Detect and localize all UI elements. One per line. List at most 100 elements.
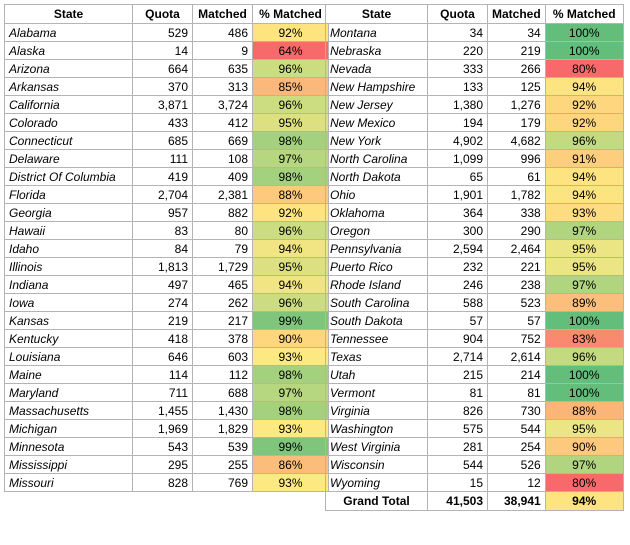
matched-cell[interactable]: 217: [192, 311, 253, 330]
quota-cell[interactable]: 826: [427, 401, 488, 420]
matched-cell[interactable]: 262: [192, 293, 253, 312]
state-cell[interactable]: Montana: [325, 23, 428, 42]
matched-cell[interactable]: 12: [487, 473, 546, 492]
quota-cell[interactable]: 14: [132, 41, 193, 60]
pct-matched-cell[interactable]: 94%: [252, 275, 329, 294]
state-cell[interactable]: Nebraska: [325, 41, 428, 60]
matched-cell[interactable]: 61: [487, 167, 546, 186]
quota-cell[interactable]: 232: [427, 257, 488, 276]
matched-cell[interactable]: 179: [487, 113, 546, 132]
state-cell[interactable]: Alabama: [4, 23, 133, 42]
pct-matched-cell[interactable]: 89%: [544, 293, 624, 312]
grand-total-pct[interactable]: 94%: [544, 491, 624, 511]
pct-matched-cell[interactable]: 100%: [544, 365, 624, 384]
matched-cell[interactable]: 266: [487, 59, 546, 78]
quota-cell[interactable]: 1,969: [132, 419, 193, 438]
state-cell[interactable]: Indiana: [4, 275, 133, 294]
header-pct-matched[interactable]: % Matched: [544, 4, 624, 24]
matched-cell[interactable]: 57: [487, 311, 546, 330]
quota-cell[interactable]: 281: [427, 437, 488, 456]
pct-matched-cell[interactable]: 97%: [544, 221, 624, 240]
state-cell[interactable]: Texas: [325, 347, 428, 366]
quota-cell[interactable]: 133: [427, 77, 488, 96]
quota-cell[interactable]: 904: [427, 329, 488, 348]
state-cell[interactable]: Alaska: [4, 41, 133, 60]
matched-cell[interactable]: 688: [192, 383, 253, 402]
state-cell[interactable]: Missouri: [4, 473, 133, 492]
state-cell[interactable]: Georgia: [4, 203, 133, 222]
pct-matched-cell[interactable]: 92%: [544, 113, 624, 132]
matched-cell[interactable]: 378: [192, 329, 253, 348]
matched-cell[interactable]: 219: [487, 41, 546, 60]
pct-matched-cell[interactable]: 85%: [252, 77, 329, 96]
pct-matched-cell[interactable]: 98%: [252, 401, 329, 420]
pct-matched-cell[interactable]: 94%: [544, 77, 624, 96]
header-quota[interactable]: Quota: [427, 4, 488, 24]
matched-cell[interactable]: 2,614: [487, 347, 546, 366]
state-cell[interactable]: Kansas: [4, 311, 133, 330]
pct-matched-cell[interactable]: 97%: [252, 383, 329, 402]
grand-total-matched[interactable]: 38,941: [487, 491, 546, 511]
state-cell[interactable]: Kentucky: [4, 329, 133, 348]
pct-matched-cell[interactable]: 94%: [544, 185, 624, 204]
state-cell[interactable]: Utah: [325, 365, 428, 384]
header-state[interactable]: State: [4, 4, 133, 24]
matched-cell[interactable]: 752: [487, 329, 546, 348]
matched-cell[interactable]: 221: [487, 257, 546, 276]
grand-total-label[interactable]: Grand Total: [325, 491, 428, 511]
pct-matched-cell[interactable]: 83%: [544, 329, 624, 348]
matched-cell[interactable]: 290: [487, 221, 546, 240]
quota-cell[interactable]: 588: [427, 293, 488, 312]
matched-cell[interactable]: 313: [192, 77, 253, 96]
matched-cell[interactable]: 108: [192, 149, 253, 168]
pct-matched-cell[interactable]: 97%: [544, 455, 624, 474]
state-cell[interactable]: New York: [325, 131, 428, 150]
pct-matched-cell[interactable]: 93%: [252, 419, 329, 438]
pct-matched-cell[interactable]: 100%: [544, 41, 624, 60]
pct-matched-cell[interactable]: 86%: [252, 455, 329, 474]
pct-matched-cell[interactable]: 92%: [252, 203, 329, 222]
state-cell[interactable]: Wyoming: [325, 473, 428, 492]
state-cell[interactable]: Minnesota: [4, 437, 133, 456]
state-cell[interactable]: Florida: [4, 185, 133, 204]
matched-cell[interactable]: 486: [192, 23, 253, 42]
pct-matched-cell[interactable]: 96%: [544, 347, 624, 366]
quota-cell[interactable]: 418: [132, 329, 193, 348]
quota-cell[interactable]: 65: [427, 167, 488, 186]
matched-cell[interactable]: 526: [487, 455, 546, 474]
state-cell[interactable]: South Carolina: [325, 293, 428, 312]
quota-cell[interactable]: 646: [132, 347, 193, 366]
pct-matched-cell[interactable]: 80%: [544, 473, 624, 492]
matched-cell[interactable]: 669: [192, 131, 253, 150]
pct-matched-cell[interactable]: 93%: [544, 203, 624, 222]
state-cell[interactable]: Rhode Island: [325, 275, 428, 294]
state-cell[interactable]: South Dakota: [325, 311, 428, 330]
matched-cell[interactable]: 238: [487, 275, 546, 294]
state-cell[interactable]: Illinois: [4, 257, 133, 276]
quota-cell[interactable]: 333: [427, 59, 488, 78]
quota-cell[interactable]: 4,902: [427, 131, 488, 150]
pct-matched-cell[interactable]: 95%: [544, 239, 624, 258]
pct-matched-cell[interactable]: 99%: [252, 437, 329, 456]
matched-cell[interactable]: 34: [487, 23, 546, 42]
pct-matched-cell[interactable]: 94%: [252, 239, 329, 258]
matched-cell[interactable]: 2,464: [487, 239, 546, 258]
state-cell[interactable]: North Dakota: [325, 167, 428, 186]
matched-cell[interactable]: 214: [487, 365, 546, 384]
pct-matched-cell[interactable]: 96%: [544, 131, 624, 150]
state-cell[interactable]: New Mexico: [325, 113, 428, 132]
pct-matched-cell[interactable]: 99%: [252, 311, 329, 330]
state-cell[interactable]: Nevada: [325, 59, 428, 78]
state-cell[interactable]: Virginia: [325, 401, 428, 420]
pct-matched-cell[interactable]: 88%: [544, 401, 624, 420]
state-cell[interactable]: Mississippi: [4, 455, 133, 474]
state-cell[interactable]: Oklahoma: [325, 203, 428, 222]
pct-matched-cell[interactable]: 80%: [544, 59, 624, 78]
quota-cell[interactable]: 685: [132, 131, 193, 150]
state-cell[interactable]: Massachusetts: [4, 401, 133, 420]
quota-cell[interactable]: 1,099: [427, 149, 488, 168]
pct-matched-cell[interactable]: 94%: [544, 167, 624, 186]
matched-cell[interactable]: 996: [487, 149, 546, 168]
pct-matched-cell[interactable]: 96%: [252, 59, 329, 78]
matched-cell[interactable]: 465: [192, 275, 253, 294]
